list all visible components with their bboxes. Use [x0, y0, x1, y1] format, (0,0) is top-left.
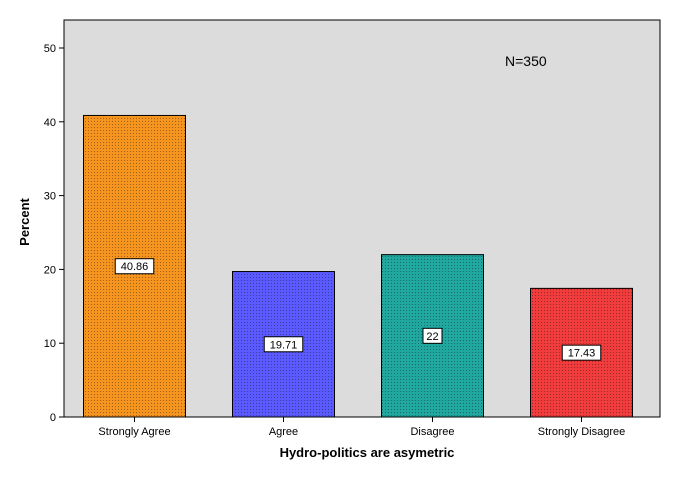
y-tick-label-30: 30: [44, 191, 56, 203]
x-axis-title: Hydro-politics are asymetric: [280, 445, 455, 460]
data-label-strongly-disagree: 17.43: [568, 348, 596, 360]
y-tick-label-20: 20: [44, 264, 56, 276]
y-tick-label-10: 10: [44, 338, 56, 350]
y-tick-label-0: 0: [50, 412, 56, 424]
data-label-box-strongly-agree: [114, 258, 155, 275]
x-tick-label-disagree: Disagree: [410, 426, 454, 438]
data-label-agree: 19.71: [270, 339, 298, 351]
data-label-box-disagree: [422, 327, 443, 344]
data-label-disagree: 22: [426, 331, 438, 343]
data-label-box-strongly-disagree: [561, 344, 602, 361]
x-tick-label-agree: Agree: [269, 426, 298, 438]
y-tick-label-40: 40: [44, 117, 56, 129]
data-label-box-agree: [263, 336, 304, 353]
x-tick-label-strongly-agree: Strongly Agree: [98, 426, 170, 438]
data-label-strongly-agree: 40.86: [121, 261, 149, 273]
x-axis: Strongly Agree Agree Disagree Strongly Disa…: [98, 417, 625, 438]
bars: 40.86 19.71 22 17.43: [83, 114, 633, 418]
y-axis: 0 10 20 30 40 50: [44, 43, 64, 424]
y-tick-label-50: 50: [44, 43, 56, 55]
x-tick-label-strongly-disagree: Strongly Disagree: [538, 426, 625, 438]
y-axis-title: Percent: [17, 197, 32, 245]
annotation-n: N=350: [505, 53, 547, 69]
